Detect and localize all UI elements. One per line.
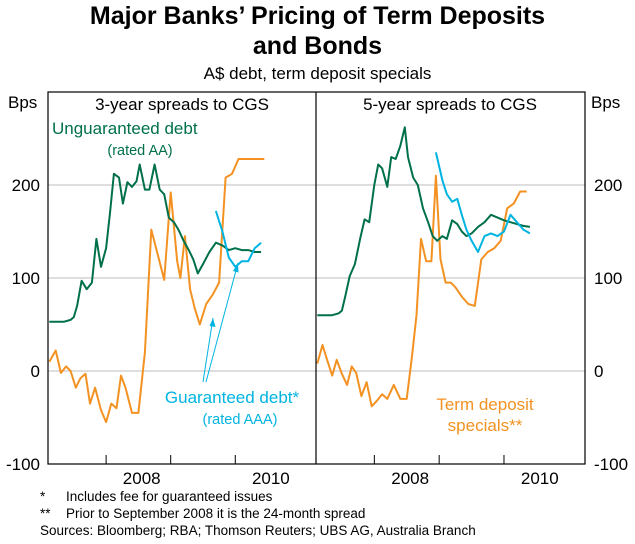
y-tick-label-left: -100 xyxy=(6,455,40,474)
guaranteed-arrow-2 xyxy=(205,262,239,383)
guaranteed-label-line-2: (rated AAA) xyxy=(203,412,278,428)
y-tick-label-right: 200 xyxy=(594,176,622,195)
text-layer: Bps Bps 3-year spreads to CGS 5-year spr… xyxy=(6,93,628,488)
footnotes: * Includes fee for guaranteed issues ** Pr… xyxy=(40,488,476,539)
series-line-unguaranteed-panel-2 xyxy=(317,126,531,317)
series-line-unguaranteed-panel-1 xyxy=(49,163,262,323)
sources-note: Sources: Bloomberg; RBA; Thomson Reuters… xyxy=(40,523,476,538)
y-tick-label-right: 100 xyxy=(594,269,622,288)
y-tick-label-right: -100 xyxy=(594,455,628,474)
footnote-1-mark: * xyxy=(40,489,46,504)
series-line-deposit-panel-1 xyxy=(48,158,265,424)
frame-layer xyxy=(47,91,586,465)
right-axis-unit: Bps xyxy=(591,93,620,112)
chart-title-line-1: Major Banks’ Pricing of Term Deposits xyxy=(89,2,546,30)
chart-title-line-2: and Bonds xyxy=(252,32,383,60)
series-layer xyxy=(48,126,531,424)
unguaranteed-label-line-2: (rated AA) xyxy=(107,143,172,159)
deposit-label-line-2: specials** xyxy=(448,416,523,435)
y-tick-label-right: 0 xyxy=(594,362,603,381)
footnote-2-text: Prior to September 2008 it is the 24-mon… xyxy=(66,506,366,521)
x-tick-label: 2008 xyxy=(391,469,429,488)
x-tick-label: 2010 xyxy=(521,469,559,488)
y-tick-label-left: 0 xyxy=(31,362,40,381)
footnote-1-text: Includes fee for guaranteed issues xyxy=(66,489,273,504)
y-tick-label-left: 100 xyxy=(12,269,40,288)
left-axis-unit: Bps xyxy=(8,93,37,112)
x-tick-label: 2008 xyxy=(123,469,161,488)
series-line-deposit-panel-2 xyxy=(316,174,527,408)
x-tick-label: 2010 xyxy=(252,469,290,488)
guaranteed-arrowhead-2 xyxy=(233,263,239,273)
y-tick-label-left: 200 xyxy=(12,176,40,195)
series-line-guaranteed-panel-1 xyxy=(214,210,262,268)
guaranteed-arrow-1 xyxy=(202,317,214,383)
footnote-2-mark: ** xyxy=(40,506,51,521)
chart-subtitle: A$ debt, term deposit specials xyxy=(203,64,432,83)
guaranteed-arrowhead-1 xyxy=(209,318,216,327)
footnote-2: ** Prior to September 2008 it is the 24-m… xyxy=(40,505,476,522)
deposit-label-line-1: Term deposit xyxy=(436,395,534,414)
panel-1-title: 3-year spreads to CGS xyxy=(95,95,269,114)
panel-2-title: 5-year spreads to CGS xyxy=(363,95,537,114)
guaranteed-label-line-1: Guaranteed debt* xyxy=(165,388,300,407)
footnote-1: * Includes fee for guaranteed issues xyxy=(40,488,476,505)
unguaranteed-label-line-1: Unguaranteed debt xyxy=(52,119,198,138)
series-line-guaranteed-panel-2 xyxy=(434,152,531,253)
